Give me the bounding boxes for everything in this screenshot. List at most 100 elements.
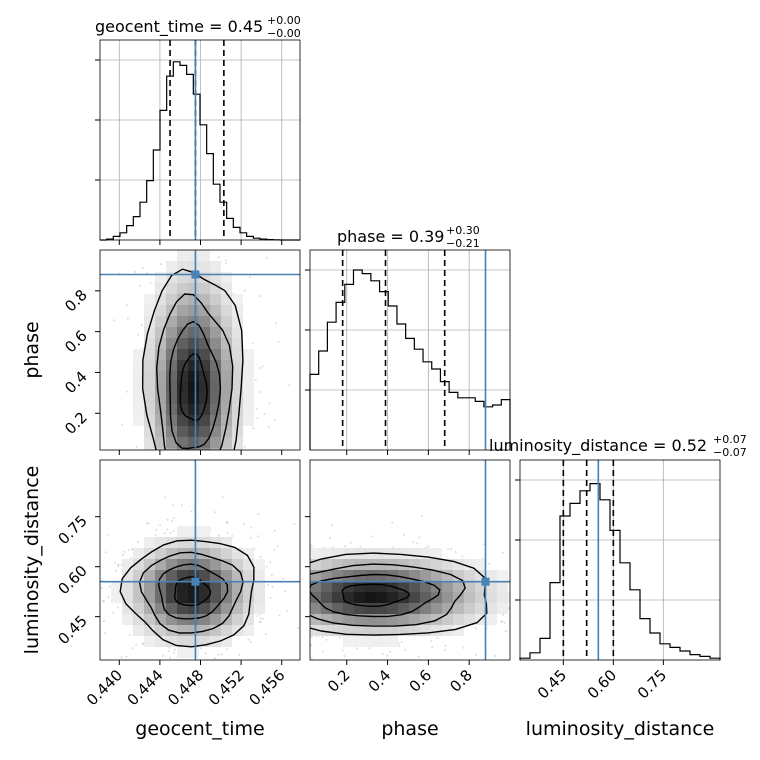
density-cell [464,603,475,614]
scatter-point [303,583,305,585]
density-cell [199,614,210,625]
density-cell [321,570,332,581]
density-cell [398,581,409,592]
density-cell [321,625,332,636]
density-cell [177,625,188,636]
density-cell [243,360,254,371]
scatter-point [172,517,175,520]
scatter-point [461,555,464,558]
scatter-point [259,617,262,620]
density-cell [376,636,387,647]
density-cell [497,570,508,581]
density-cell [177,250,188,261]
y-tick-label: 0.75 [54,512,90,548]
density-cell [177,426,188,437]
density-cell [133,349,144,360]
scatter-point [502,613,505,616]
density-cell [166,272,177,283]
density-cell [310,559,321,570]
density-cell [243,614,254,625]
scatter-point [501,620,504,623]
scatter-point [104,551,107,554]
scatter-point [462,646,465,649]
density-cell [243,625,254,636]
density-cell [166,360,177,371]
x-tick-label: 0.8 [446,666,476,696]
density-cell [221,437,232,448]
density-cell [210,448,221,450]
scatter-point [264,633,267,636]
scatter-point [102,600,105,603]
density-cell [243,371,254,382]
title-geocent-time-sup: +0.00 [267,14,301,27]
density-cell [343,614,354,625]
scatter-point [429,639,432,642]
scatter-point [257,535,260,538]
density-cell [343,625,354,636]
density-cell [387,592,398,603]
scatter-point [274,419,277,422]
density-cell [199,327,210,338]
contour-line [310,573,441,618]
scatter-point [208,452,210,454]
scatter-point [215,456,217,458]
scatter-point [121,423,124,426]
density-cell [221,537,232,548]
density-cell [144,437,155,448]
density-cell [177,548,188,559]
scatter-point [125,655,128,658]
density-cell [144,316,155,327]
density-cell [232,327,243,338]
scatter-point [303,628,305,630]
scatter-point [142,266,145,269]
scatter-point [249,536,252,539]
density-cell [144,415,155,426]
scatter-point [83,554,85,556]
scatter-point [84,565,86,567]
panel-frame [99,459,301,661]
scatter-point [140,324,143,327]
density-cell [122,559,133,570]
density-cell [155,437,166,448]
scatter-point [310,636,313,639]
scatter-point [134,271,137,274]
y-tick-label: 0.60 [54,562,90,598]
density-cell [354,636,365,647]
scatter-point [204,652,207,655]
density-cell [486,570,497,581]
title-geocent-time: geocent_time = 0.45 [95,17,263,37]
scatter-point [304,600,306,602]
density-cell [464,614,475,625]
density-cell [199,338,210,349]
scatter-point [135,246,137,248]
density-cell [332,548,343,559]
density-cell [409,570,420,581]
scatter-point [265,565,268,568]
scatter-point [171,668,173,670]
contour-line [179,353,208,422]
density-cell [420,570,431,581]
density-cell [453,581,464,592]
density-cell [188,382,199,393]
density-cell [210,426,221,437]
density-cell [199,548,210,559]
density-cell [221,294,232,305]
scatter-point [306,619,308,621]
scatter-point [135,445,138,448]
density-cell [442,603,453,614]
density-cell [398,570,409,581]
density-cell [199,426,210,437]
density-cell [232,404,243,415]
density-cell [232,349,243,360]
truth-marker [191,270,200,279]
density-cell [188,360,199,371]
density-cell [387,614,398,625]
density-cell [409,603,420,614]
density-cell [133,581,144,592]
contour-panel-geocent_time-phase [99,246,301,458]
scatter-point [269,561,272,564]
scatter-point [507,607,510,610]
scatter-point [211,453,213,455]
scatter-point [273,548,276,551]
scatter-point [173,648,176,651]
